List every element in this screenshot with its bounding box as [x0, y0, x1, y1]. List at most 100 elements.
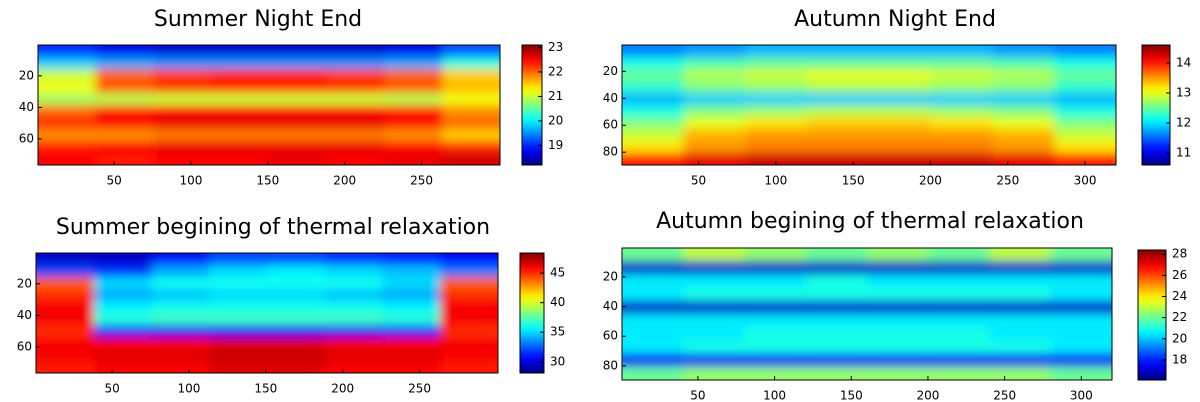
- heatmap-cell: [869, 93, 932, 106]
- heatmap-cell: [211, 105, 270, 118]
- heatmap-cell: [1050, 248, 1112, 262]
- x-tick-label: 50: [104, 382, 119, 396]
- heatmap-cell: [95, 69, 155, 82]
- heatmap-cell: [267, 361, 326, 373]
- heatmap-cell: [95, 117, 155, 130]
- heatmap-cell: [928, 274, 991, 289]
- heatmap-cell: [928, 314, 991, 328]
- heatmap-cell: [1054, 117, 1116, 130]
- heatmap-cell: [805, 366, 868, 380]
- heatmap-cell: [324, 277, 384, 290]
- x-tick-label: 250: [408, 382, 431, 396]
- heatmap-cell: [211, 69, 270, 82]
- heatmap-cell: [324, 289, 384, 302]
- heatmap-cell: [622, 81, 685, 94]
- heatmap-cell: [989, 300, 1052, 315]
- heatmap-cell: [38, 105, 97, 118]
- heatmap-cell: [869, 45, 932, 58]
- colorbar-tick-label: 40: [550, 295, 565, 309]
- heatmap-cell: [211, 153, 270, 165]
- heatmap-cell: [440, 301, 498, 314]
- heatmap-cell: [153, 141, 212, 154]
- y-tick-label: 40: [17, 308, 32, 322]
- colorbar-tick-label: 20: [1172, 331, 1187, 345]
- heatmap-cell: [805, 327, 868, 341]
- heatmap-cell: [209, 349, 268, 362]
- heatmap-cell: [267, 301, 326, 314]
- heatmap-cell: [211, 45, 270, 58]
- heatmap-cell: [807, 45, 870, 58]
- heatmap-cell: [440, 325, 498, 338]
- heatmap-cell: [269, 117, 328, 130]
- colorbar-tick-label: 26: [1172, 268, 1187, 282]
- heatmap-cell: [1050, 327, 1112, 341]
- heatmap-cell: [326, 105, 386, 118]
- heatmap-cell: [209, 265, 268, 278]
- heatmap-cell: [93, 313, 153, 326]
- heatmap-cell: [153, 129, 212, 142]
- heatmap-cell: [324, 325, 384, 338]
- heatmap-cell: [384, 93, 443, 106]
- heatmap-cell: [683, 45, 747, 58]
- heatmap-cell: [807, 93, 870, 106]
- heatmap-cell: [992, 129, 1055, 142]
- heatmap-cell: [683, 353, 746, 368]
- heatmap-cell: [992, 69, 1055, 82]
- heatmap-cell: [989, 327, 1052, 341]
- heatmap-cell: [151, 253, 210, 266]
- heatmap-cell: [745, 117, 808, 130]
- heatmap-cell: [382, 253, 441, 266]
- heatmap-cell: [622, 153, 685, 165]
- heatmap-cell: [622, 45, 685, 58]
- heatmap-cell: [867, 274, 929, 289]
- heatmap-cell: [744, 261, 807, 275]
- heatmap-cell: [745, 153, 808, 165]
- heatmap-cell: [1054, 69, 1116, 82]
- heatmap-cell: [1050, 274, 1112, 289]
- heatmap-cell: [326, 45, 386, 58]
- heatmap-cell: [807, 69, 870, 82]
- heatmap-cell: [1054, 105, 1116, 118]
- x-tick-label: 50: [691, 174, 706, 188]
- heatmap-cell: [440, 313, 498, 326]
- heatmap-cell: [382, 301, 441, 314]
- y-tick-label: 60: [17, 339, 32, 353]
- heatmap-cell: [805, 300, 868, 315]
- heatmap-cell: [269, 45, 328, 58]
- heatmap-cell: [93, 265, 153, 278]
- heatmap-cell: [384, 69, 443, 82]
- heatmap-cell: [326, 117, 386, 130]
- x-tick-label: 200: [331, 382, 354, 396]
- colorbar: [1137, 249, 1167, 381]
- heatmap-cell: [867, 366, 929, 380]
- y-tick-label: 80: [603, 358, 618, 372]
- heatmap-cell: [384, 45, 443, 58]
- heatmap-cell: [36, 313, 95, 326]
- colorbar-tick-label: 14: [1176, 56, 1191, 70]
- heatmap-cell: [267, 349, 326, 362]
- heatmap-cell: [267, 289, 326, 302]
- colorbar: [521, 44, 543, 166]
- heatmap-cell: [683, 274, 746, 289]
- axes-frame: [621, 44, 1117, 166]
- heatmap-cell: [382, 349, 441, 362]
- heatmap-cell: [95, 129, 155, 142]
- heatmap-cell: [928, 248, 991, 262]
- colorbar-tick-label: 19: [548, 138, 563, 152]
- heatmap-cell: [930, 117, 994, 130]
- heatmap-cell: [326, 57, 386, 70]
- heatmap-cell: [622, 93, 685, 106]
- axes-frame: [35, 252, 499, 374]
- heatmap-cell: [440, 289, 498, 302]
- heatmap-cell: [622, 69, 685, 82]
- colorbar-tick-label: 12: [1176, 116, 1191, 130]
- heatmap-cell: [36, 349, 95, 362]
- heatmap-cell: [95, 45, 155, 58]
- axes-frame: [37, 44, 501, 166]
- x-tick-label: 150: [840, 389, 863, 402]
- heatmap-cell: [324, 313, 384, 326]
- heatmap-cell: [622, 105, 685, 118]
- heatmap-cell: [930, 57, 994, 70]
- heatmap-cell: [1054, 57, 1116, 70]
- heatmap-cell: [745, 45, 808, 58]
